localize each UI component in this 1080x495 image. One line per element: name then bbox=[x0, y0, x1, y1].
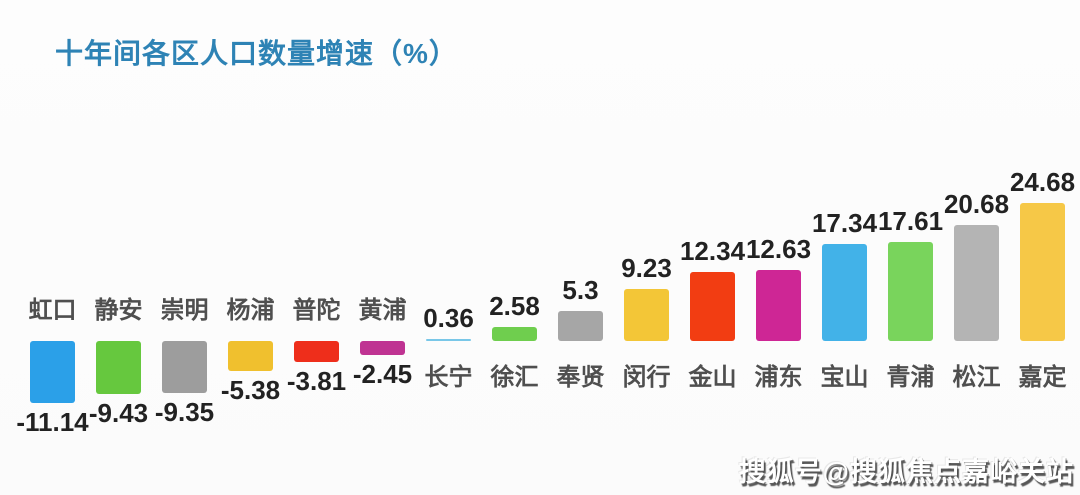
bar bbox=[294, 341, 339, 362]
bar bbox=[1020, 203, 1065, 341]
chart-title: 十年间各区人口数量增速（%） bbox=[55, 38, 458, 69]
bar-value-label: -9.35 bbox=[154, 397, 215, 427]
bar-column: -9.43 静安 bbox=[89, 0, 148, 495]
bar-value-label: 17.34 bbox=[811, 208, 878, 238]
bar-value-label: 5.3 bbox=[562, 275, 599, 305]
bar-column: -2.45 黄浦 bbox=[353, 0, 412, 495]
watermark: 搜狐号@搜狐焦点嘉峪关站 bbox=[738, 457, 1074, 487]
bar bbox=[228, 341, 273, 371]
bar-column: -5.38 杨浦 bbox=[221, 0, 280, 495]
bar-district-label: 浦东 bbox=[754, 364, 803, 391]
bar bbox=[30, 341, 75, 403]
bar bbox=[690, 272, 735, 341]
bar-district-label: 虹口 bbox=[28, 297, 77, 324]
bar-column: 17.61 青浦 bbox=[878, 0, 943, 495]
bar-column: 9.23 闵行 bbox=[621, 0, 672, 495]
bar-value-label: 12.34 bbox=[679, 236, 746, 266]
bar-column: 5.3 奉贤 bbox=[556, 0, 605, 495]
bar-value-label: 0.36 bbox=[423, 303, 474, 333]
bar bbox=[822, 244, 867, 341]
bar-column: -3.81 普陀 bbox=[287, 0, 346, 495]
bar-value-label: -11.14 bbox=[16, 407, 89, 437]
bar-value-label: -3.81 bbox=[286, 366, 347, 396]
bar-column: 24.68 嘉定 bbox=[1010, 0, 1075, 495]
bar-column: 17.34 宝山 bbox=[812, 0, 877, 495]
bar bbox=[888, 242, 933, 341]
bar-district-label: 黄浦 bbox=[358, 297, 407, 324]
bar bbox=[96, 341, 141, 394]
bar-value-label: 2.58 bbox=[489, 291, 540, 321]
bar-district-label: 崇明 bbox=[160, 297, 209, 324]
bar bbox=[426, 339, 471, 341]
bar-value-label: 17.61 bbox=[877, 206, 944, 236]
bar-column: 12.63 浦东 bbox=[746, 0, 811, 495]
bar-district-label: 金山 bbox=[688, 364, 737, 391]
bar-district-label: 静安 bbox=[94, 297, 143, 324]
bar-district-label: 青浦 bbox=[886, 364, 935, 391]
bar-value-label: -2.45 bbox=[352, 359, 413, 389]
bar bbox=[558, 311, 603, 341]
bar-district-label: 松江 bbox=[952, 364, 1001, 391]
bar-value-label: 12.63 bbox=[745, 234, 812, 264]
bar-district-label: 嘉定 bbox=[1018, 364, 1067, 391]
bar-value-label: -9.43 bbox=[88, 398, 149, 428]
bar-column: -9.35 崇明 bbox=[155, 0, 214, 495]
bar-column: 12.34 金山 bbox=[680, 0, 745, 495]
bar bbox=[360, 341, 405, 355]
bar bbox=[954, 225, 999, 341]
bar bbox=[162, 341, 207, 393]
bar-value-label: -5.38 bbox=[220, 375, 281, 405]
bar-district-label: 徐汇 bbox=[490, 364, 539, 391]
bar-value-label: 24.68 bbox=[1009, 167, 1076, 197]
bar-column: 0.36 长宁 bbox=[423, 0, 474, 495]
bar-column: 2.58 徐汇 bbox=[489, 0, 540, 495]
bar-value-label: 9.23 bbox=[621, 253, 672, 283]
bar-district-label: 奉贤 bbox=[556, 364, 605, 391]
bar-district-label: 长宁 bbox=[424, 364, 473, 391]
bar-district-label: 闵行 bbox=[622, 364, 671, 391]
bar bbox=[756, 270, 801, 341]
bar bbox=[492, 327, 537, 341]
bar-district-label: 宝山 bbox=[820, 364, 869, 391]
bar bbox=[624, 289, 669, 341]
bar-column: 20.68 松江 bbox=[944, 0, 1009, 495]
bar-column: -11.14 虹口 bbox=[16, 0, 88, 495]
bar-district-label: 普陀 bbox=[292, 297, 341, 324]
bar-district-label: 杨浦 bbox=[226, 297, 275, 324]
bar-value-label: 20.68 bbox=[943, 189, 1010, 219]
